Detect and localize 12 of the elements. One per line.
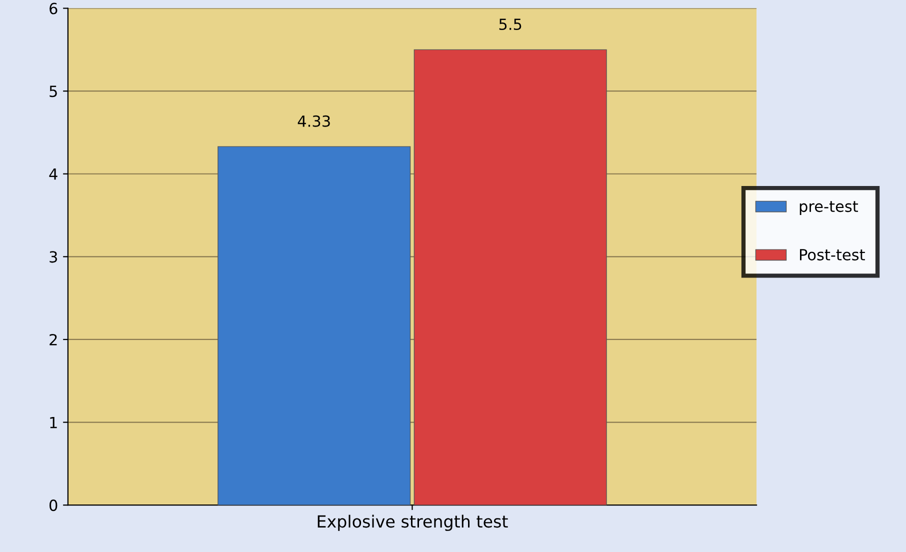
- legend-label: pre-test: [800, 201, 858, 216]
- y-tick-label: 2: [50, 334, 57, 346]
- y-tick-label: 3: [50, 251, 58, 263]
- legend-label: Post-test: [800, 249, 865, 260]
- y-tick-label: 1: [50, 416, 57, 428]
- data-label: 4.33: [298, 115, 330, 127]
- data-label: 5.5: [499, 18, 522, 30]
- y-tick-label: 0: [50, 500, 58, 512]
- y-tick-label: 5: [50, 86, 57, 98]
- y-tick-label: 6: [50, 2, 58, 14]
- y-tick-label: 4: [49, 168, 58, 180]
- x-tick-label: Explosive strength test: [318, 514, 508, 531]
